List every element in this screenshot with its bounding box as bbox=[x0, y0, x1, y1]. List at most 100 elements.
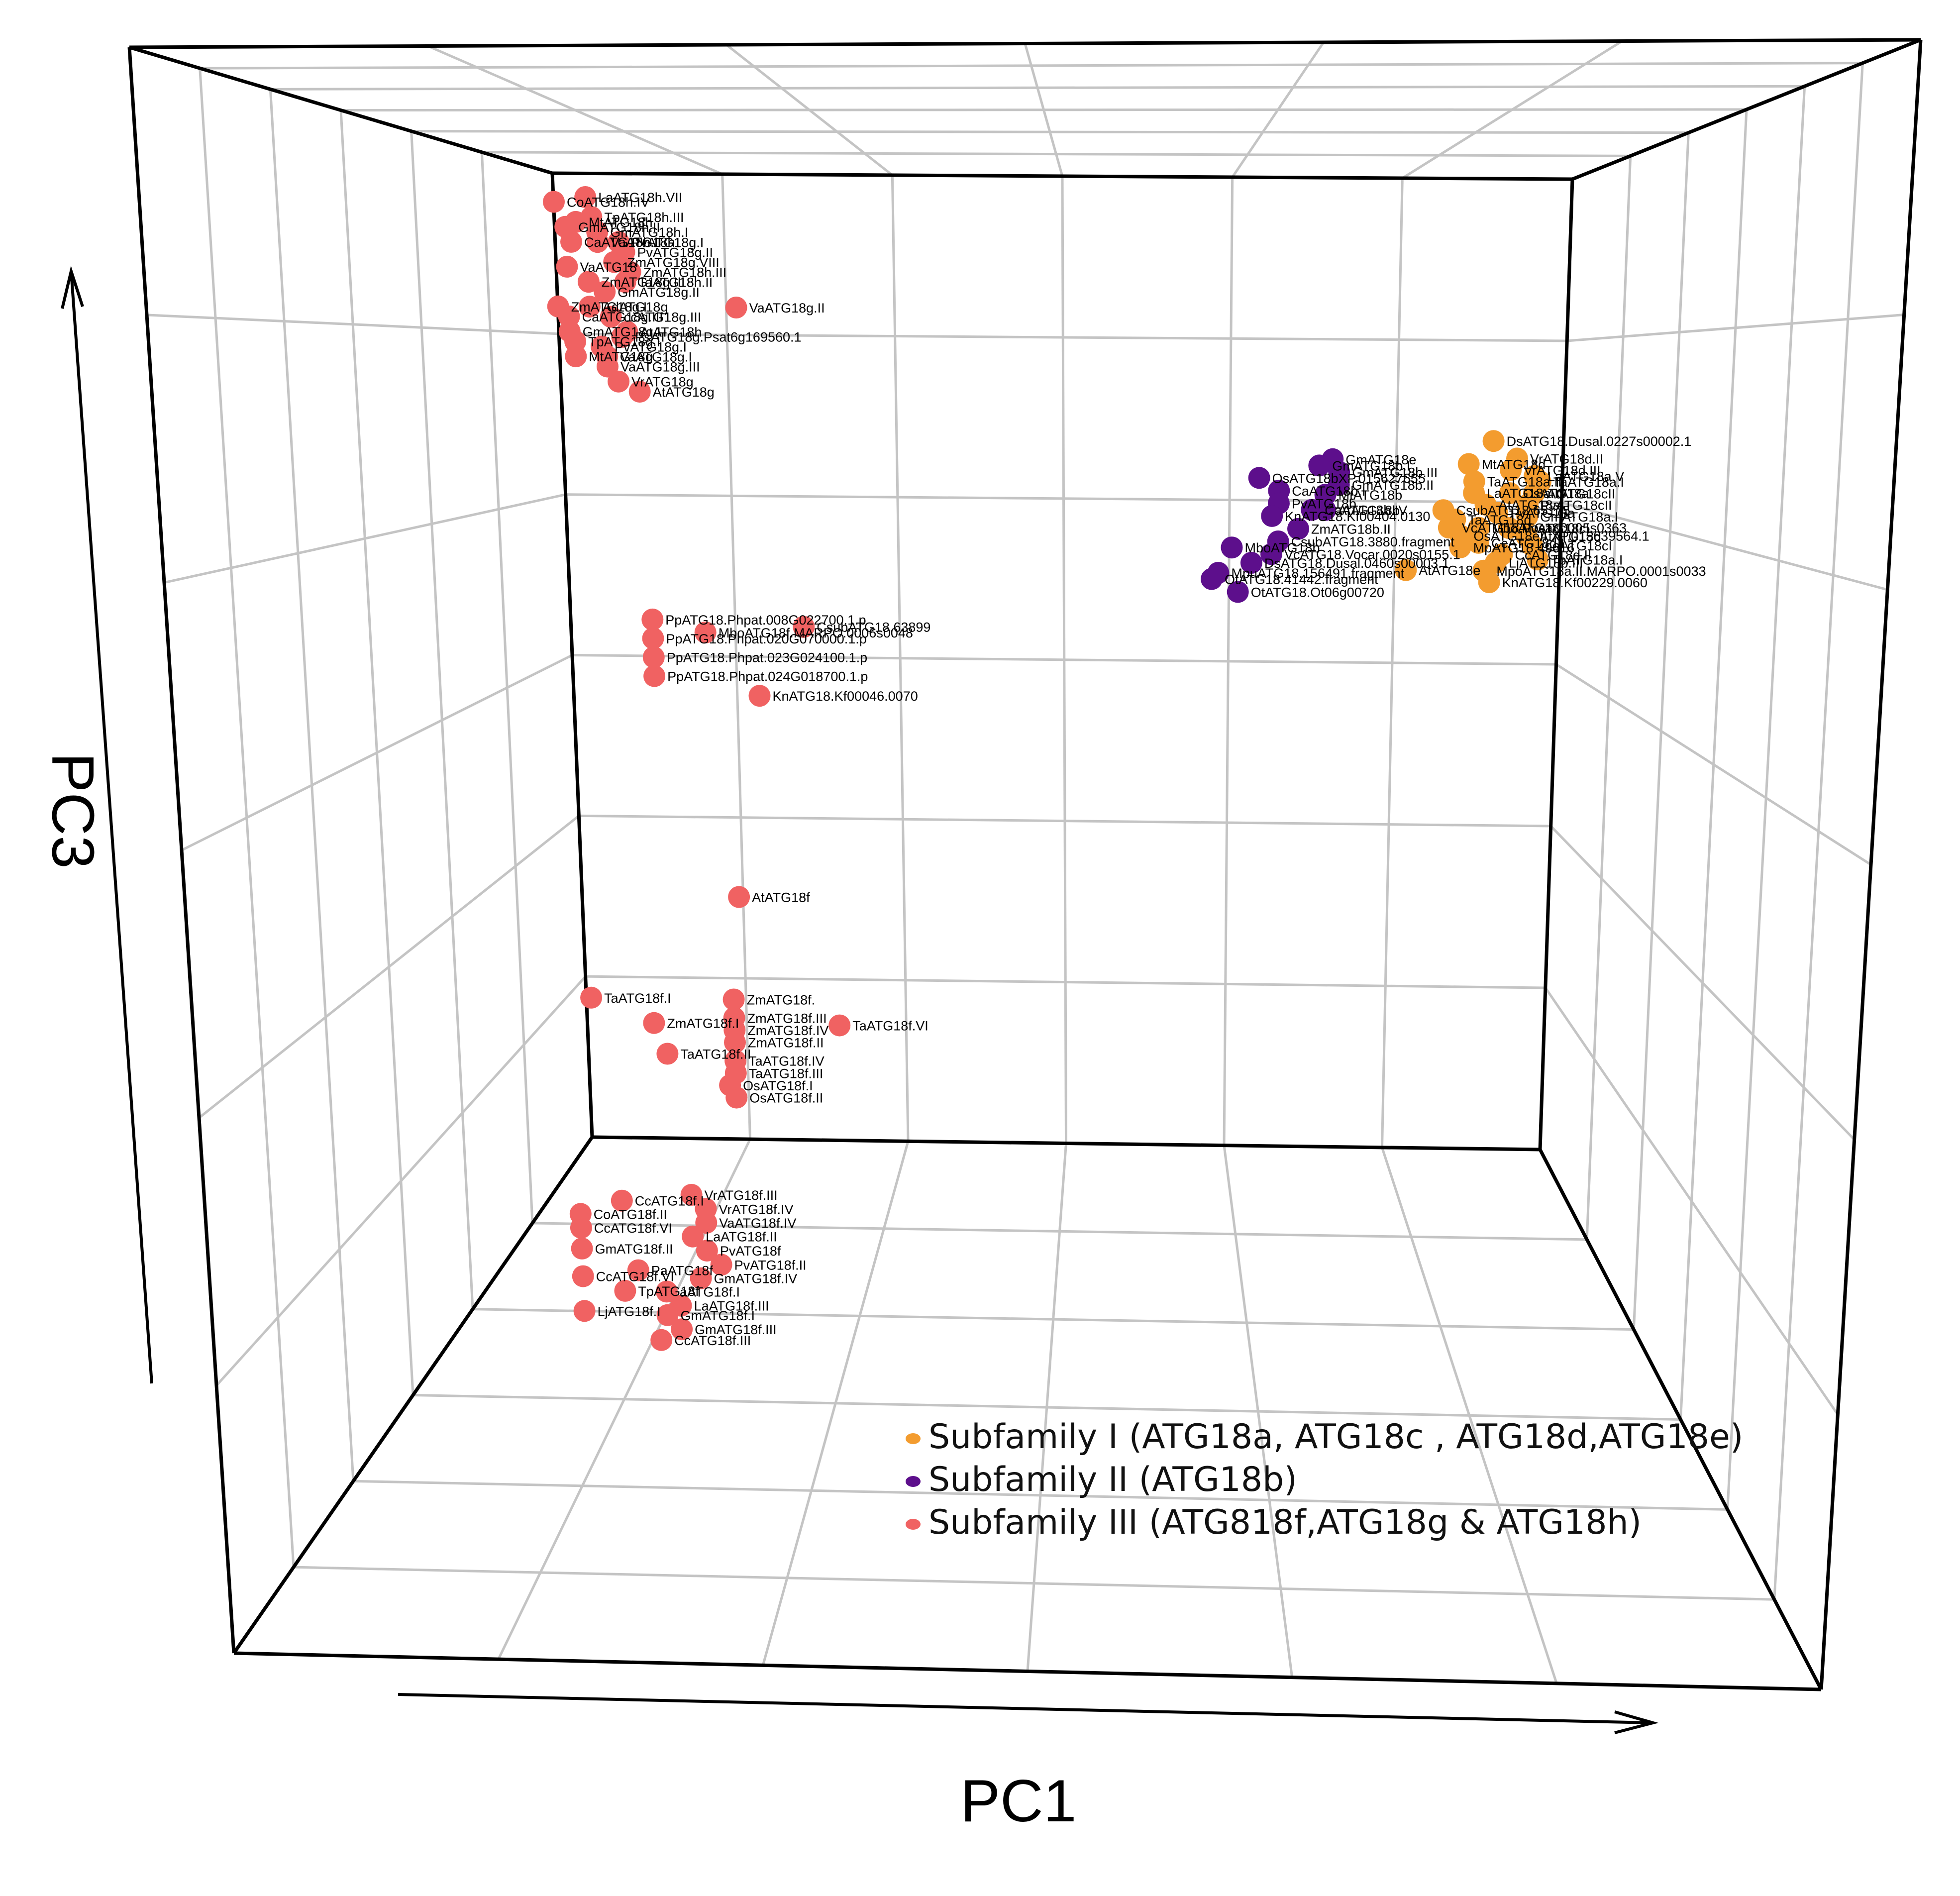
data-point-label: LaATG18a.IV bbox=[1487, 486, 1567, 501]
legend: Subfamily I (ATG18a, ATG18c , ATG18d,ATG… bbox=[906, 1416, 1743, 1544]
data-point-label: OtATG18.Ot06g00720 bbox=[1251, 585, 1384, 600]
legend-item-subfamily-3: Subfamily III (ATG818f,ATG18g & ATG18h) bbox=[906, 1501, 1743, 1544]
data-point bbox=[603, 251, 625, 273]
data-point bbox=[1301, 499, 1323, 521]
data-point-label: MboATG18f.MARPO.0006s0048 bbox=[719, 626, 913, 640]
data-point bbox=[643, 1012, 665, 1034]
point-labels: CoATG18h.IVLaATG18h.VIITpATG18h.IIIGmATG… bbox=[567, 190, 1706, 1348]
data-point-label: CcATG18f.VI bbox=[596, 1269, 674, 1284]
data-point-label: AtATG18b bbox=[1338, 503, 1400, 518]
data-point bbox=[643, 665, 666, 687]
box-edge bbox=[233, 1651, 1822, 1691]
data-point-label: AtATG18h bbox=[640, 325, 702, 340]
data-point bbox=[577, 271, 600, 293]
data-point bbox=[656, 1304, 679, 1326]
data-point-label: CcATG18d.II bbox=[1515, 548, 1592, 563]
box-edge bbox=[1538, 1149, 1823, 1690]
data-point-label: CoATG18h.IV bbox=[567, 195, 649, 210]
data-point bbox=[1395, 559, 1417, 581]
data-point-label: VaATG18f.IV bbox=[719, 1216, 796, 1231]
data-point bbox=[1227, 581, 1249, 603]
data-point bbox=[586, 231, 609, 253]
grid-line bbox=[1585, 156, 1632, 1240]
data-point-label: PvATG18g.I bbox=[631, 235, 704, 250]
data-point bbox=[1449, 536, 1471, 558]
box-edge bbox=[1571, 38, 1922, 181]
data-point-label: TpATG18a.I bbox=[1550, 552, 1623, 567]
data-point-label: VcATG18.Vocar.0005s0363 bbox=[1462, 521, 1627, 535]
data-point-label: ZmATG18f.II bbox=[748, 1036, 824, 1051]
data-point-label: OsATG18f.I bbox=[743, 1078, 813, 1093]
data-point-label: PpATG18.Phpat.008G022700.1.p bbox=[665, 613, 866, 628]
data-point bbox=[1260, 543, 1282, 565]
data-point-label: LaATG18cI bbox=[1545, 538, 1612, 553]
data-point-label: OsATG18f.II bbox=[749, 1091, 823, 1106]
data-point bbox=[608, 370, 630, 393]
data-point-label: DsATG18.Dusal.0227s00002.1 bbox=[1507, 434, 1692, 449]
axis-arrows bbox=[61, 265, 1659, 1734]
data-point-label: LaATG18f.III bbox=[694, 1299, 769, 1314]
legend-label-subfamily-1: Subfamily I (ATG18a, ATG18c , ATG18d,ATG… bbox=[928, 1417, 1744, 1457]
box-edge bbox=[129, 45, 553, 175]
grid-line bbox=[559, 332, 1567, 342]
data-point bbox=[710, 1254, 732, 1276]
data-point-label: VaATG18g.III bbox=[620, 360, 700, 375]
data-point bbox=[793, 616, 815, 638]
legend-label-subfamily-3: Subfamily III (ATG818f,ATG18g & ATG18h) bbox=[928, 1503, 1642, 1542]
data-point bbox=[671, 1318, 693, 1341]
data-point bbox=[571, 1237, 593, 1260]
data-point bbox=[650, 1329, 673, 1351]
data-point-label: TaATG18f.II bbox=[680, 1047, 751, 1062]
data-point bbox=[614, 271, 636, 293]
data-point bbox=[1467, 531, 1490, 554]
data-point bbox=[628, 381, 651, 403]
legend-swatch-subfamily-2 bbox=[906, 1476, 921, 1487]
data-point-label: AtATG18e bbox=[1419, 563, 1480, 578]
data-point bbox=[600, 306, 622, 328]
data-point bbox=[725, 1086, 748, 1109]
data-point bbox=[611, 1189, 633, 1212]
data-point bbox=[1248, 467, 1270, 489]
data-point bbox=[1221, 536, 1243, 559]
data-point bbox=[694, 621, 717, 643]
data-point-label: GmATG18f.II bbox=[595, 1242, 673, 1257]
data-point bbox=[580, 986, 603, 1009]
data-point bbox=[1201, 568, 1223, 590]
data-point-label: GmATG18f.IV bbox=[714, 1271, 798, 1286]
data-point-label: ZmATG18f.III bbox=[747, 1011, 827, 1026]
data-point-label: OtATG18.41442.fragment bbox=[1225, 572, 1378, 587]
data-point-label: OsATG18bXP.015627655 bbox=[1272, 471, 1426, 486]
data-point bbox=[574, 186, 597, 208]
data-point-label: TpATG18f bbox=[638, 1284, 699, 1299]
data-point bbox=[565, 345, 587, 368]
pc3-arrow bbox=[70, 271, 153, 1384]
data-point bbox=[1287, 518, 1309, 540]
pc1-arrowhead bbox=[1614, 1710, 1659, 1734]
z-axis-title: PC3 bbox=[39, 752, 106, 869]
data-point bbox=[1457, 453, 1480, 475]
data-point-label: GmATG18a.I bbox=[1540, 510, 1618, 525]
grid-line bbox=[164, 493, 566, 584]
box-edge bbox=[592, 1135, 1541, 1152]
data-point-label: ZmATG18f.I bbox=[667, 1016, 739, 1031]
data-point-label: PpATG18.Phpat.024G018700.1.p bbox=[667, 669, 868, 684]
data-point-label: OsATG18a bbox=[1523, 486, 1590, 501]
data-point-label: VaATG18g.I bbox=[620, 350, 692, 365]
data-point-label: LaATG18f.II bbox=[706, 1230, 777, 1245]
data-point-label: ccATG18g.III bbox=[624, 310, 702, 325]
grid-line bbox=[410, 131, 474, 1309]
data-point-label: MtATG18d bbox=[1482, 457, 1546, 472]
data-point-label: ZmATG18b.II bbox=[1311, 522, 1391, 537]
data-point-label: TaATG18h.II bbox=[638, 275, 713, 290]
data-point-label: VaATG18h bbox=[611, 235, 675, 250]
data-point bbox=[1527, 548, 1549, 571]
data-point bbox=[1240, 552, 1262, 574]
data-point-label: VrATG18f.III bbox=[705, 1188, 778, 1203]
data-point-label: VrATG18f.IV bbox=[719, 1202, 794, 1217]
box-frame bbox=[127, 38, 1923, 1691]
data-point bbox=[556, 255, 578, 278]
data-point bbox=[722, 988, 745, 1011]
data-point-label: CcATG18f.I bbox=[635, 1194, 704, 1209]
data-point-label: LaATG18a.V bbox=[1547, 469, 1624, 484]
data-point bbox=[655, 1280, 678, 1303]
